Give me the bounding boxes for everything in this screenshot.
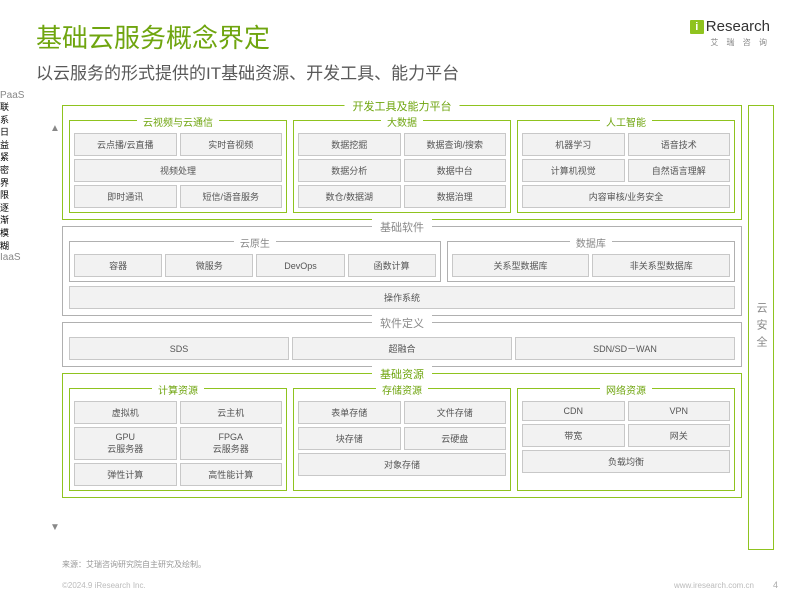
footer-page-number: 4	[773, 580, 778, 590]
cell: 块存储	[298, 427, 401, 450]
layer-label: 开发工具及能力平台	[345, 98, 460, 114]
cell: 网关	[628, 424, 731, 447]
page-subtitle: 以云服务的形式提供的IT基础资源、开发工具、能力平台	[36, 59, 766, 84]
cell: 对象存储	[298, 453, 506, 476]
cell: GPU 云服务器	[74, 427, 177, 460]
cell: 自然语言理解	[628, 159, 731, 182]
cell: SDN/SD－WAN	[515, 337, 735, 360]
cell: 短信/语音服务	[180, 185, 283, 208]
cell: SDS	[69, 337, 289, 360]
sub-group: 人工智能机器学习语音技术计算机视觉自然语言理解内容审核/业务安全	[517, 120, 735, 213]
cell: 文件存储	[404, 401, 507, 424]
layer-label: 基础软件	[372, 219, 432, 235]
logo-text: Research	[706, 18, 770, 35]
layer-label: 软件定义	[372, 315, 432, 331]
cell: 机器学习	[522, 133, 625, 156]
layer-base-software: 基础软件 云原生容器微服务DevOps函数计算数据库关系型数据库非关系型数据库 …	[62, 226, 742, 316]
cell: CDN	[522, 401, 625, 421]
cell: 虚拟机	[74, 401, 177, 424]
cell: 数据中台	[404, 159, 507, 182]
logo-subtext: 艾 瑞 咨 询	[690, 37, 770, 48]
logo-icon: i	[690, 20, 704, 34]
cell: 实时音视频	[180, 133, 283, 156]
sub-group-label: 计算资源	[152, 382, 204, 397]
cell-os: 操作系统	[69, 286, 735, 309]
cell: 带宽	[522, 424, 625, 447]
footer-source: 来源：艾瑞咨询研究院自主研究及绘制。	[62, 559, 206, 570]
sub-group: 存储资源表单存储文件存储块存储云硬盘对象存储	[293, 388, 511, 491]
cell: 云主机	[180, 401, 283, 424]
cell: 云点播/云直播	[74, 133, 177, 156]
cell: 数据分析	[298, 159, 401, 182]
sub-group-label: 云视频与云通信	[137, 114, 219, 129]
layer-dev-tools: 开发工具及能力平台 云视频与云通信云点播/云直播实时音视频视频处理即时通讯短信/…	[62, 105, 742, 220]
sub-group-label: 网络资源	[600, 382, 652, 397]
sub-group: 云视频与云通信云点播/云直播实时音视频视频处理即时通讯短信/语音服务	[69, 120, 287, 213]
sub-group: 云原生容器微服务DevOps函数计算	[69, 241, 441, 282]
security-box: 云安全	[748, 105, 774, 550]
sub-group-label: 数据库	[570, 235, 612, 250]
layer-base-resources: 基础资源 计算资源虚拟机云主机GPU 云服务器FPGA 云服务器弹性计算高性能计…	[62, 373, 742, 498]
cell: FPGA 云服务器	[180, 427, 283, 460]
cell: 容器	[74, 254, 162, 277]
cell: 云硬盘	[404, 427, 507, 450]
cell: 内容审核/业务安全	[522, 185, 730, 208]
cell: 负载均衡	[522, 450, 730, 473]
page-title: 基础云服务概念界定	[36, 18, 766, 55]
cell: 数据挖掘	[298, 133, 401, 156]
cell: 视频处理	[74, 159, 282, 182]
layer-label: 基础资源	[372, 366, 432, 382]
sub-group-label: 存储资源	[376, 382, 428, 397]
diagram: 开发工具及能力平台 云视频与云通信云点播/云直播实时音视频视频处理即时通讯短信/…	[62, 105, 774, 550]
cell: 语音技术	[628, 133, 731, 156]
cell: 数据查询/搜索	[404, 133, 507, 156]
cell: VPN	[628, 401, 731, 421]
cell: 微服务	[165, 254, 253, 277]
cell: 高性能计算	[180, 463, 283, 486]
cell: 计算机视觉	[522, 159, 625, 182]
footer-copyright: ©2024.9 iResearch Inc.	[62, 581, 146, 590]
logo: i Research 艾 瑞 咨 询	[690, 18, 770, 48]
sub-group-label: 云原生	[234, 235, 276, 250]
cell: 数仓/数据湖	[298, 185, 401, 208]
arrow-up-icon: ▲	[50, 123, 60, 134]
cell: DevOps	[256, 254, 344, 277]
sub-group-label: 大数据	[381, 114, 423, 129]
side-label-mid: 联系日益紧密 界限逐渐模糊	[0, 101, 14, 252]
cell: 即时通讯	[74, 185, 177, 208]
cell: 数据治理	[404, 185, 507, 208]
cell: 关系型数据库	[452, 254, 590, 277]
sub-group: 计算资源虚拟机云主机GPU 云服务器FPGA 云服务器弹性计算高性能计算	[69, 388, 287, 491]
footer-url: www.iresearch.com.cn	[674, 581, 754, 590]
layer-software-defined: 软件定义 SDS超融合SDN/SD－WAN	[62, 322, 742, 367]
cell: 弹性计算	[74, 463, 177, 486]
cell: 非关系型数据库	[592, 254, 730, 277]
cell: 超融合	[292, 337, 512, 360]
arrow-down-icon: ▼	[50, 522, 60, 533]
cell: 函数计算	[348, 254, 436, 277]
sub-group: 数据库关系型数据库非关系型数据库	[447, 241, 735, 282]
sub-group-label: 人工智能	[600, 114, 652, 129]
sub-group: 大数据数据挖掘数据查询/搜索数据分析数据中台数仓/数据湖数据治理	[293, 120, 511, 213]
cell: 表单存储	[298, 401, 401, 424]
sub-group: 网络资源CDNVPN带宽网关负载均衡	[517, 388, 735, 491]
